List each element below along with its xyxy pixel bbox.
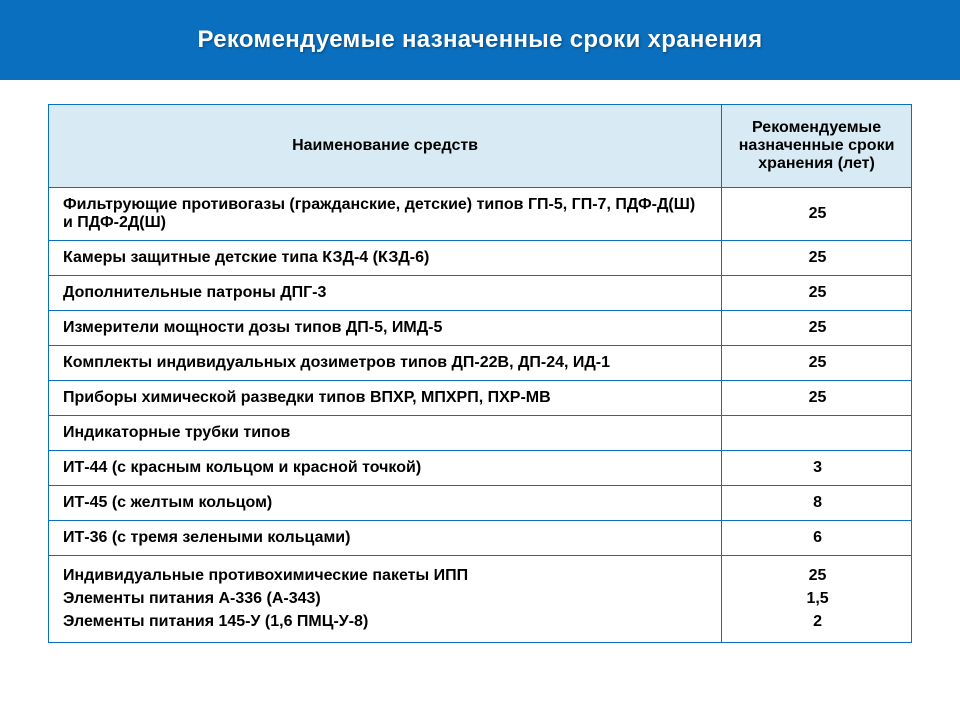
cell-name: Комплекты индивидуальных дозиметров типо… [49,346,722,381]
cell-value: 3 [722,451,912,486]
cell-name: ИТ-44 (с красным кольцом и красной точко… [49,451,722,486]
table-row: ИТ-45 (с желтым кольцом)8 [49,486,912,521]
cell-value: 25 [722,188,912,241]
cell-value: 25 [722,346,912,381]
cell-value: 25 [722,241,912,276]
table-row: Дополнительные патроны ДПГ-325 [49,276,912,311]
page-root: Рекомендуемые назначенные сроки хранения… [0,0,960,720]
cell-name: Приборы химической разведки типов ВПХР, … [49,381,722,416]
table-row: ИТ-36 (с тремя зелеными кольцами)6 [49,521,912,556]
page-title: Рекомендуемые назначенные сроки хранения [198,26,763,53]
table-row: Камеры защитные детские типа КЗД-4 (КЗД-… [49,241,912,276]
cell-name: Измерители мощности дозы типов ДП-5, ИМД… [49,311,722,346]
col-header-name: Наименование средств [49,105,722,188]
cell-value [722,416,912,451]
table-row: Индикаторные трубки типов [49,416,912,451]
col-header-value: Рекомендуемые назначенные сроки хранения… [722,105,912,188]
cell-name: ИТ-36 (с тремя зелеными кольцами) [49,521,722,556]
cell-name-line: Элементы питания А-336 (А-343) [63,587,709,610]
table-container: Наименование средств Рекомендуемые назна… [0,80,960,643]
table-row: ИТ-44 (с красным кольцом и красной точко… [49,451,912,486]
storage-table: Наименование средств Рекомендуемые назна… [48,104,912,643]
table-row: Измерители мощности дозы типов ДП-5, ИМД… [49,311,912,346]
cell-name-line: Индивидуальные противохимические пакеты … [63,564,709,587]
table-header-row: Наименование средств Рекомендуемые назна… [49,105,912,188]
table-row: Индивидуальные противохимические пакеты … [49,556,912,643]
cell-value: 25 [722,381,912,416]
table-row: Комплекты индивидуальных дозиметров типо… [49,346,912,381]
cell-value: 251,52 [722,556,912,643]
cell-name: Камеры защитные детские типа КЗД-4 (КЗД-… [49,241,722,276]
cell-value-line: 1,5 [736,587,899,610]
table-row: Фильтрующие противогазы (гражданские, де… [49,188,912,241]
cell-value-line: 25 [736,564,899,587]
cell-name: Индикаторные трубки типов [49,416,722,451]
cell-name: Фильтрующие противогазы (гражданские, де… [49,188,722,241]
cell-value-line: 2 [736,610,899,633]
table-row: Приборы химической разведки типов ВПХР, … [49,381,912,416]
page-title-bar: Рекомендуемые назначенные сроки хранения [0,0,960,80]
table-body: Фильтрующие противогазы (гражданские, де… [49,188,912,643]
cell-value: 25 [722,311,912,346]
cell-name-line: Элементы питания 145-У (1,6 ПМЦ-У-8) [63,610,709,633]
cell-name: Индивидуальные противохимические пакеты … [49,556,722,643]
cell-value: 8 [722,486,912,521]
cell-value: 6 [722,521,912,556]
cell-value: 25 [722,276,912,311]
cell-name: ИТ-45 (с желтым кольцом) [49,486,722,521]
cell-name: Дополнительные патроны ДПГ-3 [49,276,722,311]
